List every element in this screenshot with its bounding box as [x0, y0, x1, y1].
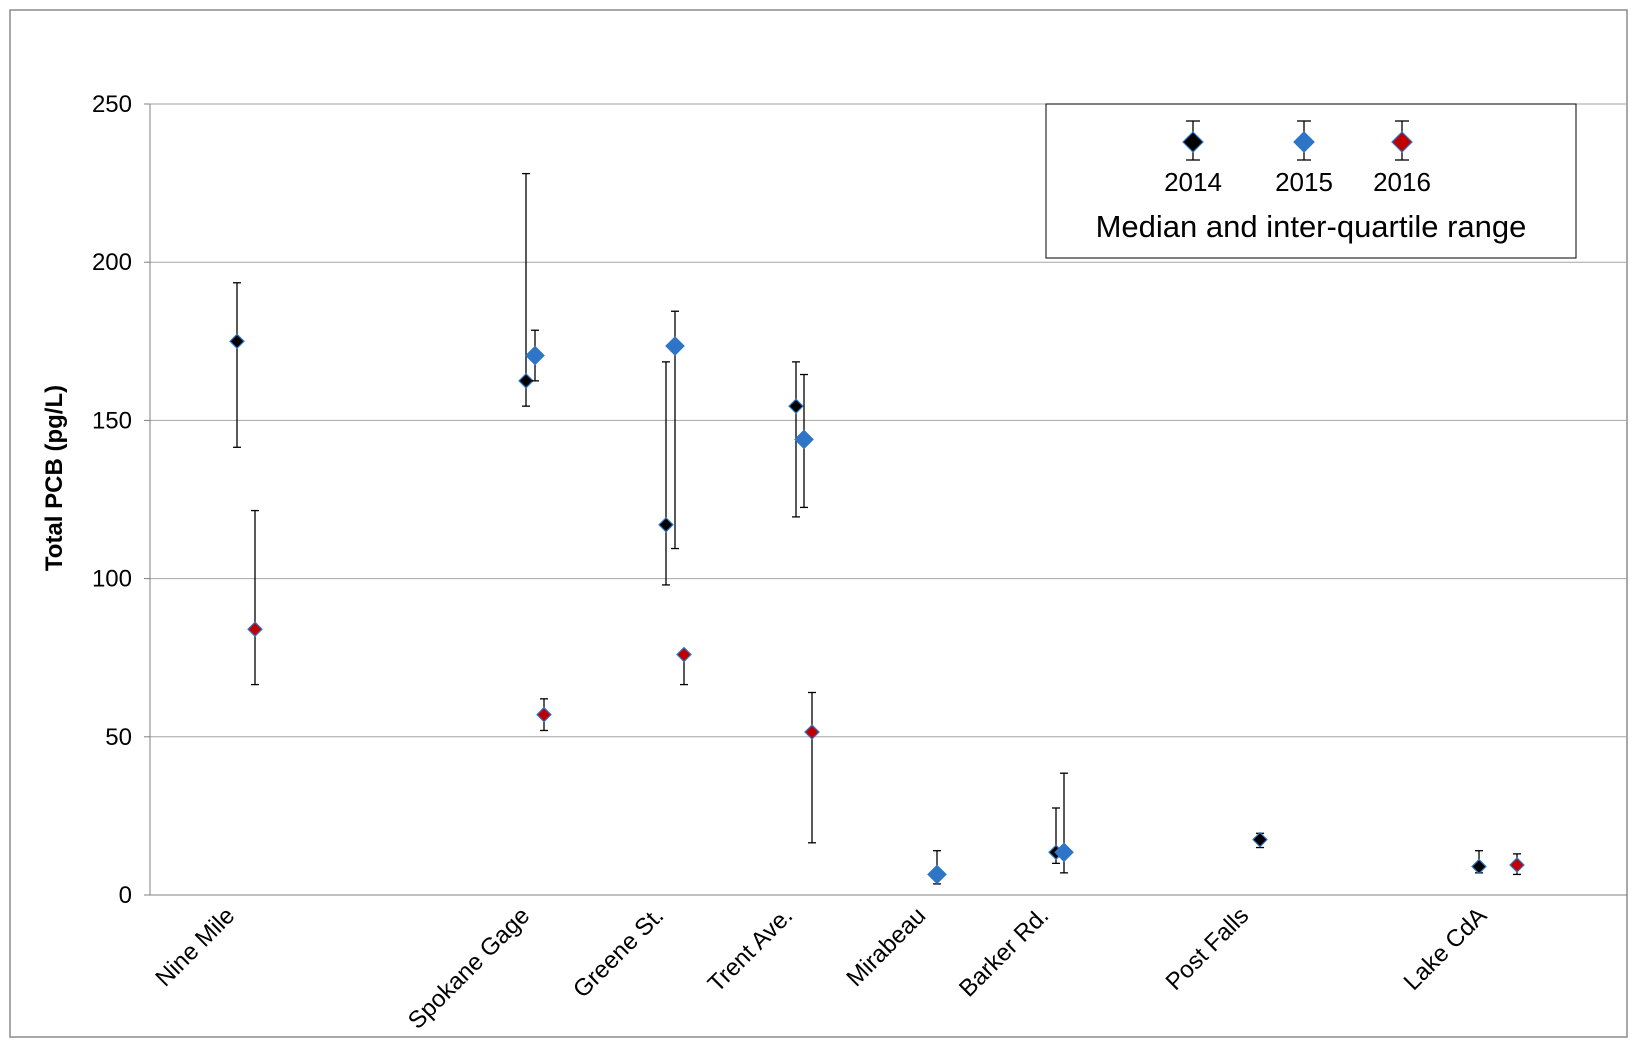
- data-point-marker: [788, 398, 804, 415]
- data-point-marker: [525, 345, 545, 366]
- data-marks: [229, 172, 1525, 885]
- legend-marker: [1391, 131, 1413, 153]
- data-point: [518, 172, 534, 407]
- series-2014: [229, 172, 1487, 875]
- data-point: [525, 329, 545, 382]
- data-point-marker: [665, 336, 685, 356]
- data-point-marker: [676, 646, 692, 663]
- data-point-marker: [1054, 842, 1074, 863]
- data-point-marker: [518, 373, 534, 389]
- legend-marker: [1182, 131, 1204, 153]
- legend-entry-2014: 2014: [1164, 120, 1222, 197]
- legend-label: 2016: [1373, 167, 1431, 197]
- legend-entries: 2014 2015 2016: [1164, 120, 1431, 197]
- data-point: [676, 646, 692, 686]
- data-point: [804, 691, 820, 844]
- data-point-marker: [658, 516, 674, 533]
- legend-marker: [1293, 131, 1315, 153]
- y-tick-label: 100: [92, 566, 132, 593]
- y-tick-label: 200: [92, 249, 132, 276]
- data-point: [229, 282, 245, 448]
- series-2016: [247, 509, 1525, 876]
- data-point: [794, 373, 814, 509]
- y-tick-label: 250: [92, 91, 132, 118]
- data-point: [1054, 772, 1074, 874]
- data-point: [247, 509, 263, 686]
- legend-label: 2015: [1275, 167, 1333, 197]
- legend-entry-2016: 2016: [1373, 120, 1431, 197]
- data-point: [1252, 831, 1268, 849]
- y-axis: 0 50 100 150 200 250: [92, 91, 151, 909]
- y-tick-label: 50: [105, 724, 132, 751]
- data-point-marker: [229, 333, 245, 350]
- data-point-marker: [1252, 831, 1268, 848]
- data-point-marker: [247, 621, 263, 638]
- data-point: [927, 850, 947, 885]
- data-point: [1509, 853, 1525, 876]
- data-point-marker: [1471, 858, 1487, 875]
- y-axis-label: Total PCB (pg/L): [41, 385, 68, 571]
- data-point: [1471, 850, 1487, 875]
- legend-box: [1045, 103, 1577, 259]
- data-point-marker: [1509, 857, 1525, 873]
- data-point: [665, 310, 685, 550]
- data-point-marker: [536, 706, 552, 723]
- data-point: [658, 361, 674, 586]
- y-tick-label: 0: [119, 882, 132, 909]
- series-2015: [525, 310, 1074, 885]
- legend: 2014 2015 2016 Median and inter-quartile r…: [1045, 103, 1577, 259]
- y-tick-label: 150: [92, 407, 132, 434]
- legend-label: 2014: [1164, 167, 1222, 197]
- data-point: [536, 698, 552, 732]
- data-point-marker: [794, 429, 814, 450]
- legend-entry-2015: 2015: [1275, 120, 1333, 197]
- data-point-marker: [804, 724, 820, 740]
- data-point-marker: [927, 864, 947, 885]
- legend-caption: Median and inter-quartile range: [1096, 209, 1527, 244]
